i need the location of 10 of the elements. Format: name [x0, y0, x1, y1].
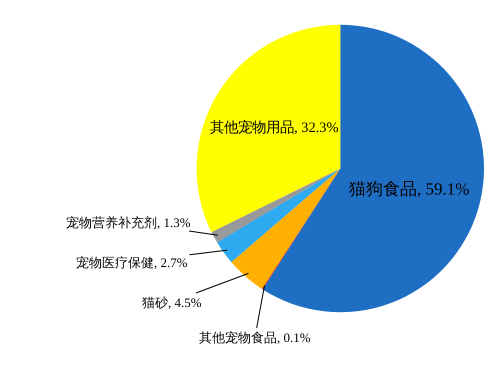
- slice-label: 宠物营养补充剂, 1.3%: [66, 215, 191, 230]
- pie-slice: [217, 168, 340, 262]
- slice-label: 其他宠物食品, 0.1%: [199, 330, 311, 345]
- pie-slice: [231, 168, 340, 289]
- slice-label: 猫砂, 4.5%: [142, 295, 202, 310]
- slice-label: 宠物医疗保健, 2.7%: [76, 255, 188, 270]
- pie-slice: [211, 168, 340, 242]
- pie-slice: [196, 24, 340, 232]
- slice-label: 猫狗食品, 59.1%: [349, 179, 470, 198]
- slice-label: 其他宠物用品, 32.3%: [210, 120, 339, 136]
